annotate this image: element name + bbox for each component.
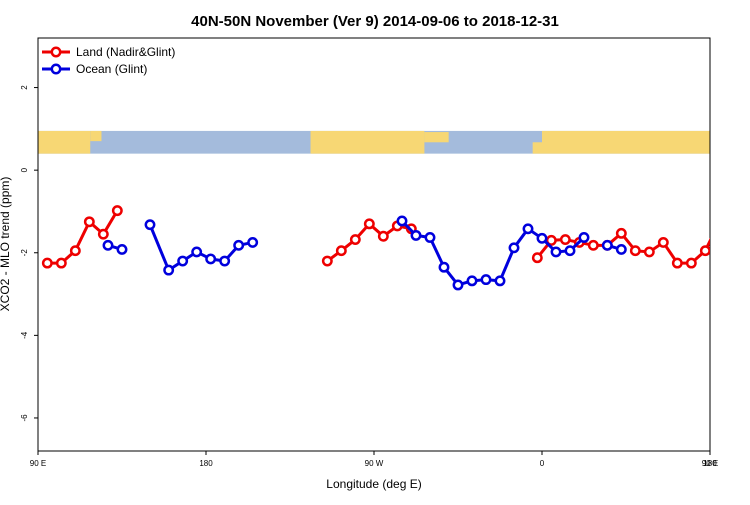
map-land-asia-east [90,130,102,142]
legend: Land (Nadir&Glint) Ocean (Glint) [42,45,175,76]
ocean-data-point [396,215,408,227]
ocean-data-point [480,274,492,286]
x-tick-label: 180 [703,459,717,468]
map-land-asia-west [38,130,91,154]
land-data-point [559,234,571,245]
ocean-data-point [564,245,576,257]
land-data-point [643,246,655,258]
ocean-data-point [233,239,245,251]
ocean-data-point [102,239,114,251]
ocean-data-point [522,223,534,235]
ocean-data-point [452,279,464,291]
ocean-data-point [144,219,156,231]
land-data-point [41,257,53,269]
ocean-data-point [536,232,548,244]
land-data-point [97,228,109,240]
land-data-point [321,255,333,267]
x-tick-label: 180 [199,459,213,468]
y-axis-label: XCO2 - MLO trend (ppm) [0,177,12,312]
land-data-point [83,216,95,228]
land-data-point [715,218,723,226]
y-tick-label: 2 [20,85,29,90]
ocean-data-point [494,275,506,287]
ocean-data-point [550,246,562,258]
land-data-point [55,257,67,269]
ocean-data-point [424,232,436,243]
land-data-point [531,252,543,264]
world-map-strip [38,130,736,154]
ocean-data-point [163,264,175,276]
land-data-point [349,234,361,245]
ocean-data-point [466,275,478,287]
x-tick-label: 90 E [30,459,46,468]
legend-land-swatch-marker [50,46,62,58]
land-data-point [657,236,669,248]
land-data-point [729,230,737,238]
land-data-point [111,205,123,217]
ocean-data-point [601,239,613,251]
land-data-point [685,257,697,269]
ocean-data-point [578,232,590,243]
y-tick-label: 0 [20,167,29,172]
land-data-point [335,245,347,257]
land-data-point [615,227,627,239]
legend-ocean-label: Ocean (Glint) [76,62,147,76]
map-land-eurasia [542,130,710,154]
ocean-data-point [410,229,422,241]
map-land-eurasia-east [725,131,736,141]
map-land-europe [532,142,542,154]
y-tick-label: -2 [20,249,29,257]
ocean-data-point [116,244,128,255]
y-tick-label: -6 [20,414,29,422]
land-data-point [545,234,557,246]
land-data-point [363,218,375,230]
map-land-north-america-east [424,132,449,143]
x-tick-label: 90 W [365,459,384,468]
x-tick-label: 0 [540,459,545,468]
ocean-data-point [438,261,450,273]
map-land-north-america [310,130,425,154]
ocean-data-point [177,255,189,267]
land-series-line [536,231,710,265]
ocean-data-point [219,255,231,267]
ocean-data-point [191,246,203,258]
ocean-data-point [508,242,520,254]
y-tick-label: -4 [20,331,29,339]
land-data-point [587,239,599,251]
series-layer [41,205,750,291]
chart-title: 40N-50N November (Ver 9) 2014-09-06 to 2… [191,13,559,30]
land-data-point [671,257,683,269]
ocean-data-point [247,236,259,248]
land-data-point [743,206,750,214]
x-tick-label: 90 E [702,459,718,468]
land-data-point [629,245,641,257]
x-axis-label: Longitude (deg E) [326,477,421,491]
ocean-data-point [205,253,217,265]
land-data-point [699,245,710,257]
ocean-data-point [615,244,627,255]
land-data-point [69,245,81,257]
y-axis: 2 0 -2 -4 -6 [20,85,38,422]
legend-ocean-swatch-marker [50,63,62,75]
legend-land-label: Land (Nadir&Glint) [76,45,175,59]
land-data-point [377,230,389,242]
